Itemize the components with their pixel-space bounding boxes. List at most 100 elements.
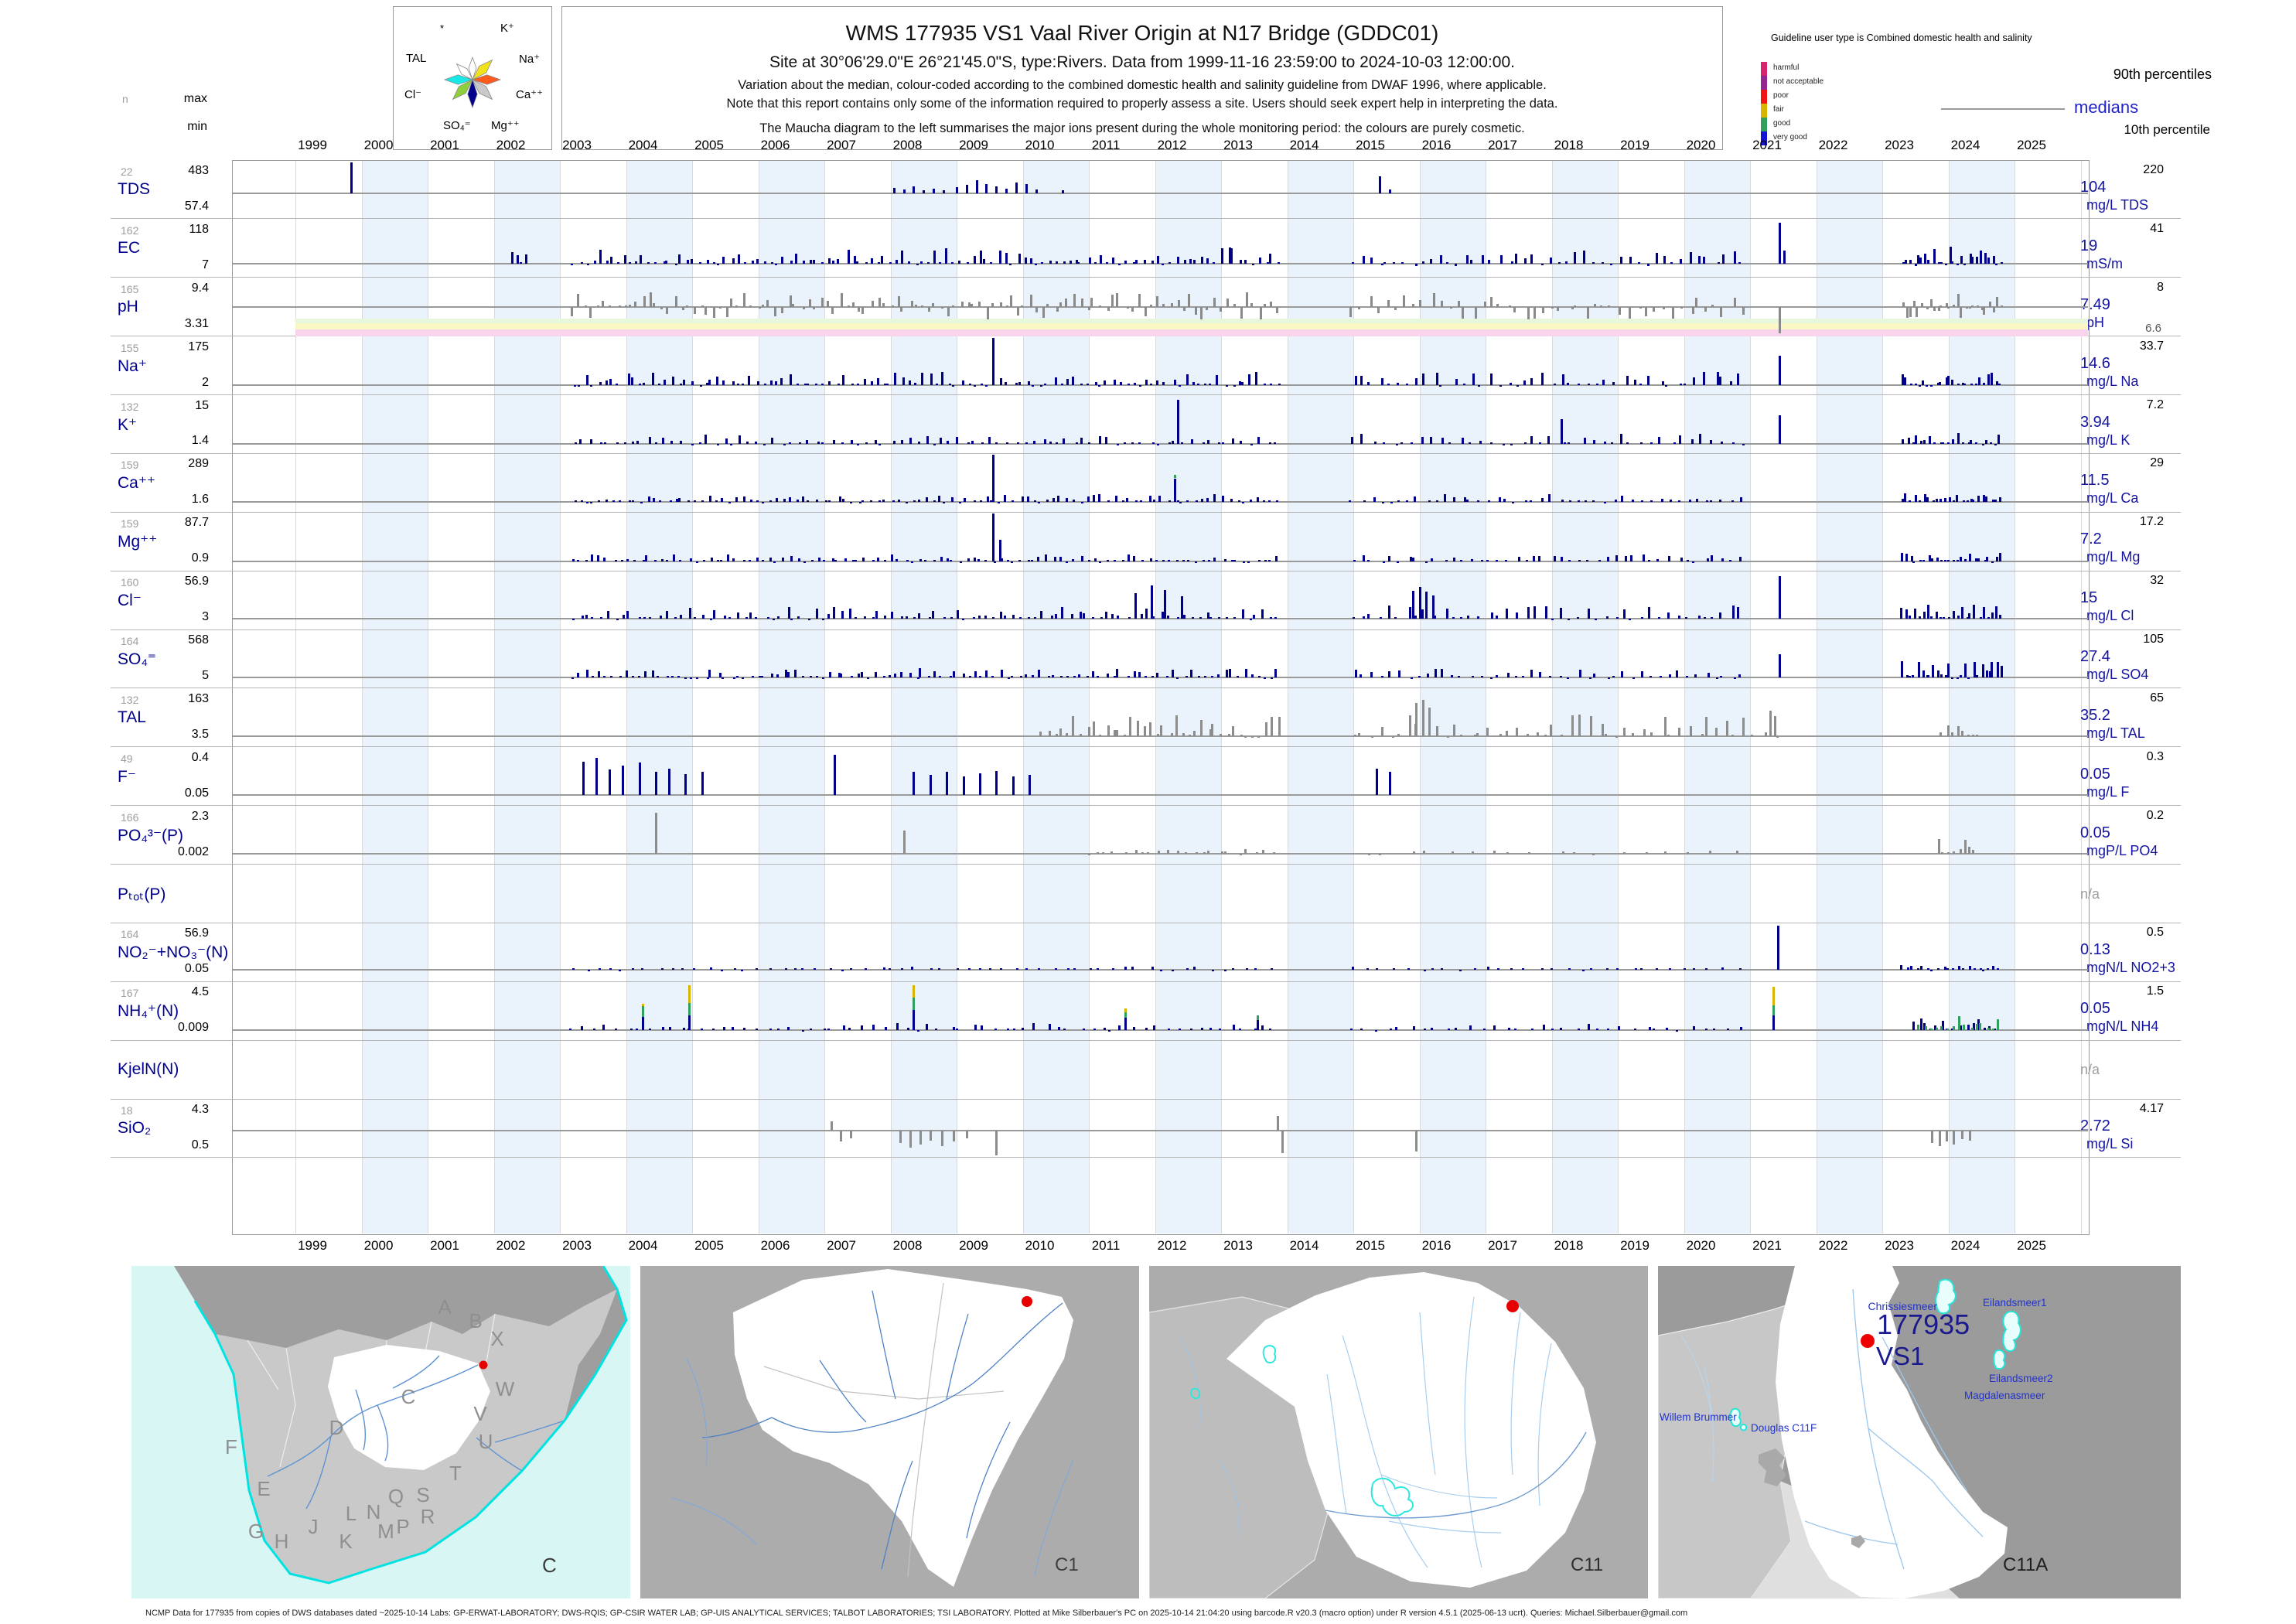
sample-bar <box>902 830 906 854</box>
sample-bar <box>1088 442 1090 445</box>
sample-bar <box>830 1121 833 1131</box>
guideline-colorbar-segment <box>1761 90 1767 104</box>
sample-bar <box>1739 967 1742 971</box>
sample-bar <box>947 307 950 316</box>
year-gridline <box>361 160 363 1233</box>
sample-bar <box>803 384 807 386</box>
sample-bar <box>1269 253 1272 264</box>
max-value: 163 <box>188 691 209 705</box>
sample-bar <box>575 500 578 502</box>
sample-bar <box>1096 968 1099 971</box>
sample-bar <box>1439 385 1442 387</box>
sample-bar <box>1257 437 1260 445</box>
sample-bar <box>1445 261 1448 264</box>
sample-bar <box>585 305 588 308</box>
sample-bar <box>1127 554 1130 561</box>
sample-bar-stacked <box>913 984 916 998</box>
sample-bar <box>1093 262 1097 264</box>
sample-bar <box>1087 384 1090 386</box>
sample-bar <box>1201 499 1204 502</box>
sample-bar <box>1561 374 1564 386</box>
sample-bar <box>802 676 805 678</box>
sample-bar <box>1947 664 1950 678</box>
sample-bar <box>984 616 987 619</box>
sample-bar <box>852 302 855 308</box>
sample-bar <box>1632 732 1635 737</box>
sample-bar <box>1233 385 1236 387</box>
sample-bar <box>1414 264 1418 266</box>
sample-bar <box>1985 496 1988 502</box>
sample-bar <box>597 305 599 308</box>
percentile-90-value: 7.2 <box>2146 397 2164 411</box>
sample-bar <box>1902 262 1905 264</box>
year-gridline <box>1882 160 1883 1233</box>
sample-bar <box>1393 262 1396 264</box>
sample-bar <box>1527 307 1530 320</box>
sample-bar <box>665 260 668 264</box>
sample-bar <box>1156 295 1159 308</box>
sample-bar <box>746 441 749 445</box>
sample-bar <box>840 674 843 678</box>
sample-bar <box>1031 560 1034 562</box>
sample-bar <box>1918 616 1921 619</box>
sample-bar <box>1124 260 1127 264</box>
year-gridline <box>1750 160 1751 1233</box>
sample-bar <box>1390 501 1394 503</box>
sample-bar <box>803 561 807 564</box>
sample-bar <box>1565 261 1568 264</box>
sample-bar <box>700 385 703 387</box>
sample-bar <box>1462 384 1465 386</box>
sample-bar <box>1629 619 1632 621</box>
sample-bar <box>974 1025 977 1030</box>
sample-bar <box>1200 1028 1203 1030</box>
sample-bar <box>1410 442 1413 445</box>
sample-bar <box>1516 385 1519 387</box>
sample-bar <box>1960 556 1963 561</box>
sample-bar <box>1089 968 1092 971</box>
sample-bar <box>974 671 977 678</box>
sample-bar <box>654 262 657 264</box>
drainage-region-letter: A <box>438 1295 452 1319</box>
sample-bar <box>1244 736 1247 739</box>
sample-bar <box>1054 614 1057 619</box>
sample-bar <box>1419 300 1422 308</box>
sample-count: 22 <box>121 165 133 178</box>
sample-bar <box>1495 674 1498 678</box>
sample-bar <box>732 677 735 680</box>
maucha-petal <box>472 79 493 101</box>
sample-bar <box>1921 302 1924 308</box>
sample-bar <box>1592 853 1595 855</box>
sample-bar <box>686 305 689 308</box>
sample-bar <box>722 257 725 264</box>
map-outside-rivers <box>1179 1335 1240 1537</box>
sample-bar <box>636 441 639 445</box>
sample-bar <box>1452 617 1455 619</box>
sample-bar <box>1278 262 1281 264</box>
parameter-label: Na⁺ <box>118 357 147 375</box>
sample-bar <box>1950 246 1953 264</box>
sample-bar <box>1245 968 1248 971</box>
sample-bar <box>683 379 686 386</box>
sample-bar <box>988 437 991 445</box>
drainage-region-letter: D <box>329 1416 344 1439</box>
sample-bar <box>1028 381 1031 386</box>
sample-bar <box>980 1025 983 1030</box>
year-shade-band <box>1551 160 1618 1233</box>
sample-bar <box>1219 1028 1222 1030</box>
sample-bar-stacked <box>913 997 916 1011</box>
sample-bar <box>1150 558 1153 561</box>
sample-bar <box>1549 675 1552 678</box>
sample-bar <box>1097 676 1100 678</box>
sample-bar <box>577 385 580 387</box>
sample-bar <box>1505 608 1508 619</box>
sample-bar <box>1561 499 1564 502</box>
sample-bar <box>1421 609 1424 619</box>
sample-bar <box>1997 1018 2000 1030</box>
sample-bar <box>1381 501 1384 503</box>
sample-bar <box>1939 442 1943 445</box>
sample-bar <box>946 441 949 445</box>
sample-bar <box>1029 774 1032 795</box>
sample-bar <box>1018 560 1021 562</box>
sample-bar <box>609 968 612 971</box>
